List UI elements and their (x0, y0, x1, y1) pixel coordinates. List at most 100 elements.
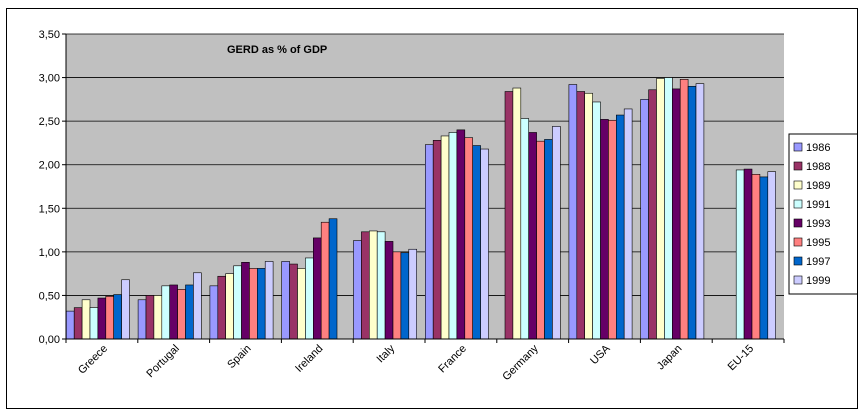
bar-1993-japan (671, 88, 681, 340)
y-tick-label: 1,00 (39, 247, 60, 259)
bar-1986-france (424, 144, 434, 340)
bar-1986-greece (65, 310, 75, 340)
bar-1988-germany (504, 91, 514, 340)
x-tick-label: Portugal (144, 343, 181, 380)
bar-1989-france (440, 135, 450, 340)
bar-1989-japan (656, 78, 665, 340)
bar-1995-greece (105, 295, 115, 340)
legend-label: 1986 (806, 142, 830, 154)
y-tick-label: 3,50 (39, 29, 60, 41)
legend-label: 1993 (806, 218, 830, 230)
bar-1988-spain (217, 275, 227, 340)
bar-1997-portugal (185, 284, 194, 340)
x-tick-label: USA (588, 342, 613, 367)
y-tick-label: 0,50 (39, 290, 60, 302)
bar-1993-spain (241, 262, 250, 340)
bar-1989-usa (584, 92, 593, 340)
x-tick-label: Germany (500, 342, 541, 383)
bar-1991-greece (89, 307, 99, 340)
bar-1991-portugal (161, 285, 171, 340)
bar-1986-japan (640, 99, 649, 340)
bar-1997-japan (687, 85, 697, 340)
legend-box (788, 133, 857, 295)
legend-label: 1988 (806, 161, 830, 173)
bar-1997-france (472, 145, 481, 340)
y-tick-label: 0,00 (39, 334, 60, 346)
bar-1997-greece (113, 294, 122, 340)
bar-1995-portugal (177, 289, 186, 340)
bar-1999-greece (121, 279, 130, 340)
bar-1991-germany (520, 118, 529, 340)
x-tick-label: Greece (76, 343, 110, 377)
bar-1988-ireland (289, 263, 298, 340)
bar-1999-eu-15 (767, 171, 776, 340)
bar-1993-ireland (312, 237, 322, 340)
legend-label: 1991 (806, 199, 830, 211)
x-tick-label: Italy (374, 342, 397, 365)
bar-1989-greece (81, 299, 91, 340)
bar-1997-ireland (328, 218, 338, 340)
bar-1999-italy (408, 248, 417, 340)
bar-1999-germany (552, 126, 561, 340)
bar-1989-spain (225, 273, 234, 340)
legend-swatch (793, 218, 803, 228)
bar-1995-germany (536, 140, 545, 340)
bar-1999-usa (623, 108, 633, 340)
bar-1986-usa (568, 84, 578, 340)
bar-1986-portugal (137, 299, 147, 340)
legend-swatch (793, 161, 803, 171)
chart-frame: 0,00 0,50 1,00 1,50 2,00 2,50 3,00 3,50 Greece P… (6, 8, 858, 409)
bar-1999-spain (264, 261, 274, 340)
bar-1993-portugal (169, 284, 178, 340)
bar-1993-germany (528, 132, 537, 340)
bar-1997-germany (544, 139, 553, 340)
bar-1989-portugal (153, 295, 163, 340)
bar-1999-france (480, 148, 489, 340)
chart-title: GERD as % of GDP (227, 44, 327, 56)
bar-1991-japan (664, 77, 673, 340)
bar-1997-usa (615, 114, 625, 340)
bar-1989-germany (512, 87, 522, 340)
bar-1991-italy (376, 231, 386, 340)
bar-1995-france (464, 137, 473, 340)
legend-swatch (793, 275, 803, 285)
bar-chart: 0,00 0,50 1,00 1,50 2,00 2,50 3,00 3,50 Greece P… (39, 29, 857, 383)
bar-1988-italy (361, 231, 370, 340)
bar-1991-spain (233, 265, 242, 340)
legend-label: 1989 (806, 180, 830, 192)
bar-1993-eu-15 (743, 168, 753, 340)
legend-label: 1995 (806, 237, 830, 249)
y-tick-label: 2,00 (39, 160, 60, 172)
bar-1995-eu-15 (751, 174, 761, 340)
legend-swatch (793, 237, 803, 247)
bar-1991-ireland (305, 257, 314, 340)
bar-1991-france (448, 132, 458, 340)
bar-1993-italy (384, 241, 394, 340)
bar-1993-france (456, 129, 466, 340)
y-tick-label: 1,50 (39, 203, 60, 215)
bar-1991-usa (592, 101, 601, 340)
legend-label: 1997 (806, 256, 830, 268)
x-tick-label: Japan (655, 343, 685, 373)
bar-1988-usa (576, 91, 585, 340)
bar-1988-portugal (145, 295, 155, 340)
bar-1988-france (432, 140, 442, 340)
legend-swatch (793, 256, 803, 266)
bar-1997-italy (400, 252, 410, 340)
x-tick-label: France (436, 343, 469, 376)
bar-1997-spain (257, 268, 266, 340)
legend-swatch (793, 180, 803, 190)
legend-label: 1999 (806, 275, 830, 287)
legend-swatch (793, 142, 803, 152)
bar-1986-spain (209, 285, 219, 340)
bar-1989-italy (368, 230, 378, 340)
bar-1993-greece (97, 297, 107, 340)
y-tick-label: 2,50 (39, 116, 60, 128)
legend-swatch (793, 199, 803, 209)
bar-1988-greece (73, 307, 83, 340)
bar-1999-portugal (193, 272, 202, 340)
bar-1993-usa (600, 119, 609, 340)
x-tick-label: EU-15 (726, 343, 757, 374)
x-tick-label: Ireland (293, 343, 325, 375)
bar-1997-eu-15 (759, 176, 769, 340)
